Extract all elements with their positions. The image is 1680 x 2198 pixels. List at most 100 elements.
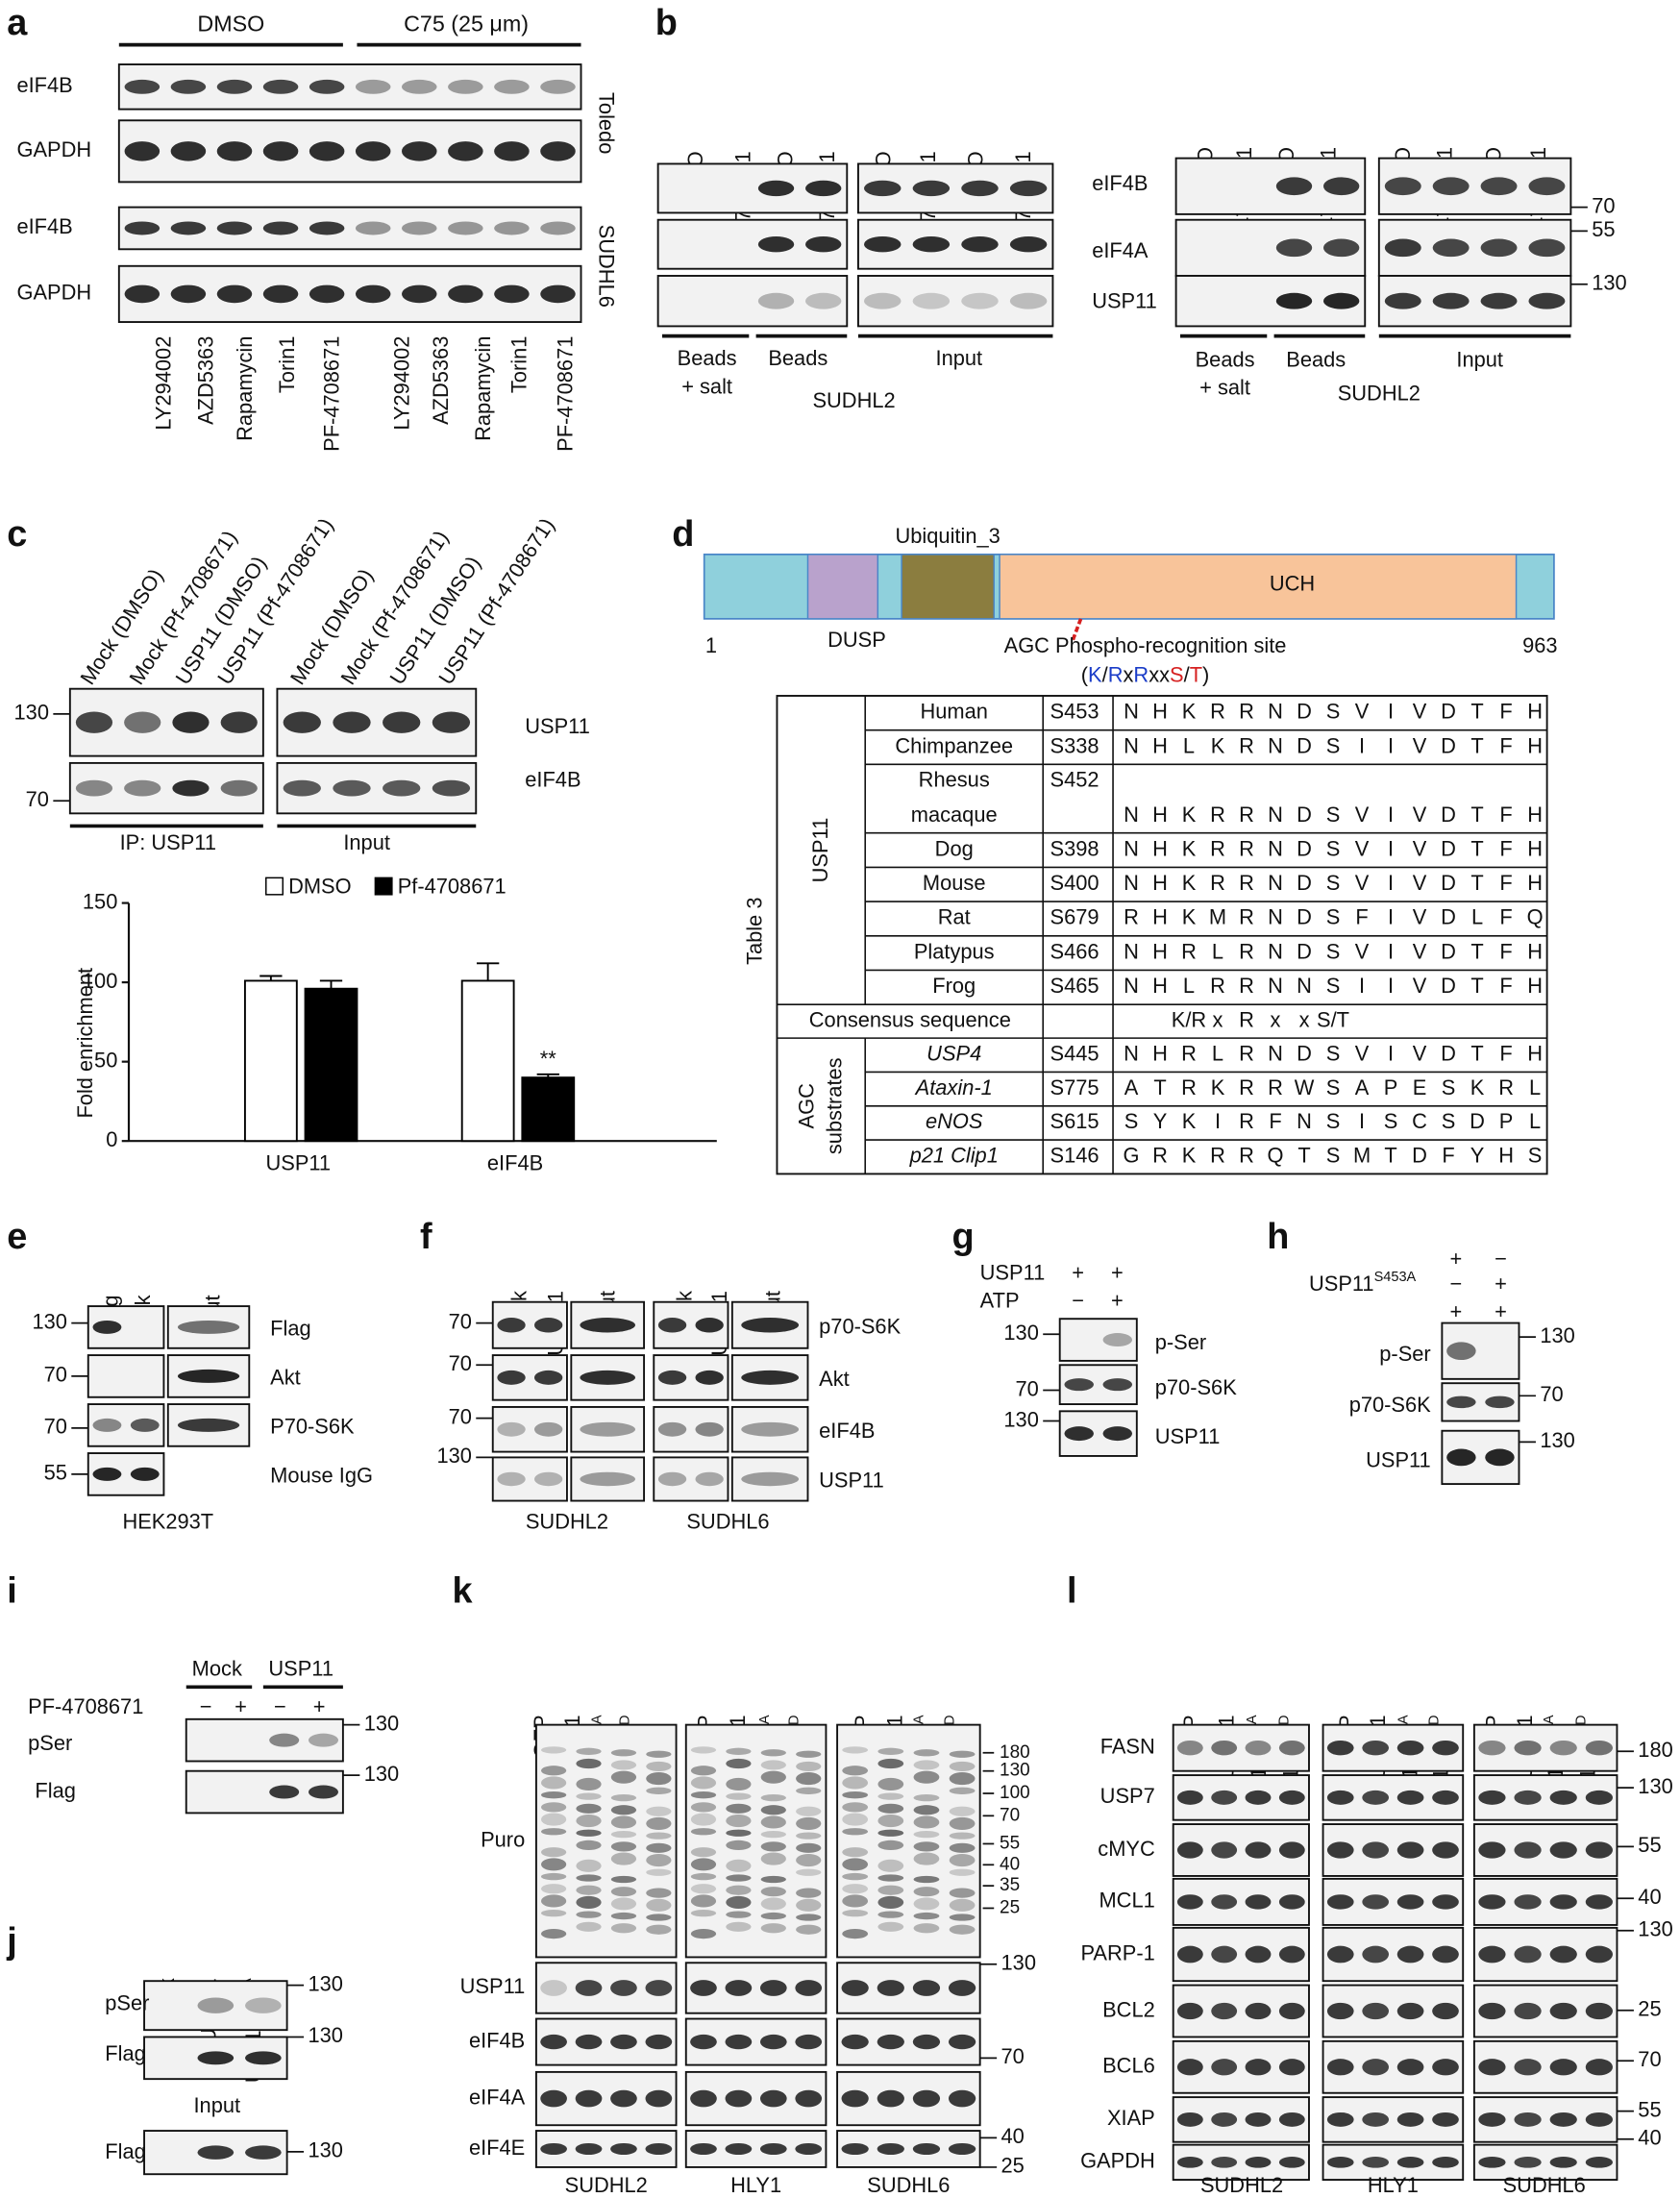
residue: H: [1527, 1042, 1543, 1066]
species: eNOS: [926, 1109, 983, 1133]
residue: D: [1441, 733, 1456, 757]
band: [759, 2034, 787, 2050]
superscript: S453A: [1374, 1270, 1417, 1285]
size-marker: 130: [1003, 1407, 1038, 1431]
residue: F: [1499, 905, 1512, 929]
residue: R: [1210, 700, 1225, 724]
residue: A: [1124, 1075, 1139, 1099]
band: [1446, 1395, 1476, 1409]
band: [541, 1847, 567, 1858]
band: [1432, 1790, 1459, 1805]
size-marker: 70: [44, 1415, 67, 1439]
residue: N: [1124, 871, 1139, 895]
band: [1275, 292, 1313, 309]
residue: L: [1212, 1042, 1223, 1066]
band: [1396, 2059, 1424, 2076]
band: [760, 1770, 786, 1784]
residue: Y: [1470, 1144, 1485, 1168]
size-marker: 70: [1592, 193, 1615, 217]
band: [757, 292, 795, 309]
residue: D: [1297, 1042, 1312, 1066]
band: [725, 2142, 753, 2156]
band: [842, 1858, 869, 1871]
band: [1549, 2059, 1577, 2076]
band: [448, 141, 483, 161]
label: 1: [705, 633, 717, 657]
band: [1278, 2112, 1305, 2127]
band: [1478, 1945, 1506, 1963]
consensus-cell: x: [1213, 1007, 1223, 1031]
band: [172, 779, 210, 797]
band: [842, 1910, 869, 1917]
label: BCL6: [1102, 2054, 1155, 2078]
band: [760, 1793, 786, 1802]
consensus-cell: x: [1299, 1007, 1310, 1031]
band: [1362, 2002, 1390, 2020]
bar: [243, 979, 298, 1143]
motif-part: /: [1102, 662, 1109, 686]
band: [949, 1914, 976, 1921]
band: [796, 1898, 822, 1912]
residue: F: [1499, 974, 1512, 998]
band: [170, 79, 207, 94]
band: [690, 1980, 717, 1996]
label: HLY1: [1368, 2173, 1419, 2197]
band: [805, 180, 842, 197]
band: [1211, 1790, 1238, 1805]
band: [309, 79, 345, 94]
residue: V: [1355, 836, 1370, 860]
site: S338: [1050, 733, 1099, 757]
table-border: [776, 695, 1548, 1175]
band: [580, 1370, 635, 1385]
band: [1549, 2112, 1577, 2127]
band: [497, 1421, 526, 1437]
blot: [86, 1354, 165, 1398]
error-bar: [319, 979, 343, 989]
band: [796, 1832, 822, 1840]
label: +: [1495, 1299, 1507, 1323]
band: [1432, 2157, 1459, 2168]
residue: I: [1388, 700, 1394, 724]
label: ATP: [980, 1288, 1020, 1312]
band: [580, 1318, 635, 1333]
band: [1245, 1841, 1272, 1859]
band: [1514, 2112, 1542, 2127]
label: SUDHL2: [526, 1510, 608, 1534]
band: [1064, 1378, 1094, 1392]
band: [533, 1421, 563, 1437]
residue: T: [1470, 700, 1483, 724]
label: SUDHL2: [1338, 382, 1421, 406]
band: [576, 1829, 602, 1837]
band: [913, 1760, 940, 1770]
band: [92, 1467, 122, 1481]
label: eIF4B: [469, 2028, 525, 2052]
motif-part: /: [1184, 662, 1191, 686]
band: [1585, 2157, 1613, 2168]
residue: D: [1470, 1109, 1485, 1133]
label: + salt: [681, 374, 732, 398]
residue: I: [1359, 974, 1365, 998]
band: [842, 1746, 869, 1754]
band: [877, 1859, 904, 1872]
band: [1514, 2002, 1542, 2020]
residue: V: [1355, 700, 1370, 724]
band: [1478, 2112, 1506, 2127]
label: Mock: [192, 1657, 242, 1681]
size-marker: 70: [449, 1309, 472, 1333]
size-marker: 70: [1540, 1382, 1563, 1406]
residue: H: [1152, 836, 1168, 860]
label: LY294002: [389, 336, 413, 431]
panel-label: f: [420, 1217, 432, 1257]
residue: V: [1355, 1042, 1370, 1066]
size-marker: 100: [1000, 1783, 1030, 1803]
band: [877, 1803, 904, 1814]
band: [448, 79, 483, 94]
motif-part: R: [1133, 662, 1149, 686]
residue: N: [1124, 700, 1139, 724]
residue: D: [1297, 905, 1312, 929]
consensus-cell: R: [1239, 1007, 1254, 1031]
band: [646, 1761, 672, 1772]
band: [877, 2142, 904, 2156]
band: [1384, 292, 1421, 309]
residue: F: [1269, 1109, 1281, 1133]
